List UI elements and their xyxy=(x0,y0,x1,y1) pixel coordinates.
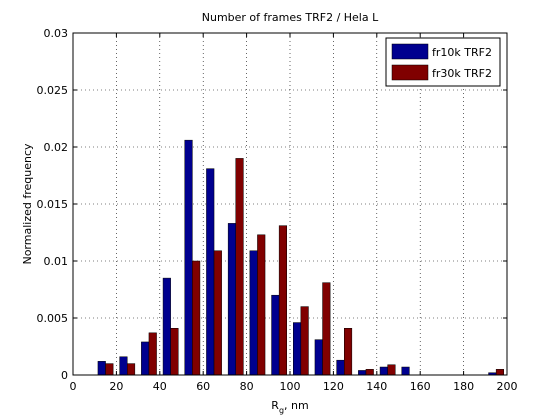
chart-title: Number of frames TRF2 / Hela L xyxy=(202,11,379,24)
bar-fr30k-trf2 xyxy=(192,260,201,376)
bar-fr10k-trf2 xyxy=(314,339,323,376)
bar-fr30k-trf2 xyxy=(213,250,222,376)
legend-label-fr30k: fr30k TRF2 xyxy=(432,67,492,80)
bar-fr10k-trf2 xyxy=(293,322,302,376)
bar-fr10k-trf2 xyxy=(206,168,215,376)
bar-fr10k-trf2 xyxy=(336,359,345,376)
legend-swatch-fr30k xyxy=(391,64,429,81)
x-tick-label: 100 xyxy=(280,380,301,393)
x-tick-label: 40 xyxy=(153,380,167,393)
bar-fr10k-trf2 xyxy=(379,366,388,376)
y-tick-label: 0.015 xyxy=(37,198,69,211)
x-tick-label: 140 xyxy=(366,380,387,393)
bar-fr30k-trf2 xyxy=(148,332,157,376)
bar-fr10k-trf2 xyxy=(401,366,410,376)
legend: fr10k TRF2 fr30k TRF2 xyxy=(385,37,501,87)
bar-fr10k-trf2 xyxy=(249,250,258,376)
bar-fr30k-trf2 xyxy=(495,369,504,376)
x-tick-label: 200 xyxy=(497,380,518,393)
x-tick-label: 180 xyxy=(453,380,474,393)
x-tick-label: 0 xyxy=(70,380,77,393)
y-tick-label: 0.025 xyxy=(37,84,69,97)
x-axis-title: Rg, nm xyxy=(271,399,308,415)
bar-fr10k-trf2 xyxy=(227,223,236,376)
y-tick-label: 0.005 xyxy=(37,312,69,325)
y-tick-label: 0.03 xyxy=(44,27,69,40)
bar-fr10k-trf2 xyxy=(271,294,280,376)
bar-fr30k-trf2 xyxy=(105,363,114,376)
legend-swatch-fr10k xyxy=(391,43,429,60)
bar-fr10k-trf2 xyxy=(358,370,367,376)
bars xyxy=(97,139,504,376)
x-axis-title-main: R xyxy=(271,399,279,412)
bar-fr30k-trf2 xyxy=(278,225,287,376)
bar-fr30k-trf2 xyxy=(257,234,266,376)
bar-fr30k-trf2 xyxy=(387,364,396,376)
bar-fr30k-trf2 xyxy=(300,306,309,376)
legend-label-fr10k: fr10k TRF2 xyxy=(432,46,492,59)
x-tick-label: 60 xyxy=(196,380,210,393)
bar-fr30k-trf2 xyxy=(170,328,179,376)
bar-fr10k-trf2 xyxy=(119,356,128,376)
y-tick-label: 0 xyxy=(61,369,68,382)
grid xyxy=(73,33,507,375)
bar-fr30k-trf2 xyxy=(127,363,136,376)
bar-fr30k-trf2 xyxy=(322,282,331,376)
y-tick-label: 0.02 xyxy=(44,141,69,154)
x-axis-title-subscript: g xyxy=(279,406,284,415)
x-tick-label: 120 xyxy=(323,380,344,393)
y-tick-label: 0.01 xyxy=(44,255,69,268)
bar-fr30k-trf2 xyxy=(344,328,353,376)
bar-fr10k-trf2 xyxy=(97,361,106,376)
x-tick-label: 80 xyxy=(240,380,254,393)
bar-fr10k-trf2 xyxy=(162,277,171,376)
bar-fr10k-trf2 xyxy=(184,139,193,376)
bar-fr10k-trf2 xyxy=(141,341,150,376)
x-tick-label: 160 xyxy=(410,380,431,393)
y-axis-title: Normalized frequency xyxy=(21,143,34,265)
ticks: 0 20 40 60 80 100 120 140 160 180 200 0 0.005 0.01 0.0… xyxy=(37,27,518,393)
bar-fr30k-trf2 xyxy=(365,369,374,376)
x-tick-label: 20 xyxy=(109,380,123,393)
bar-fr30k-trf2 xyxy=(235,158,244,376)
x-axis-title-suffix: , nm xyxy=(284,399,309,412)
